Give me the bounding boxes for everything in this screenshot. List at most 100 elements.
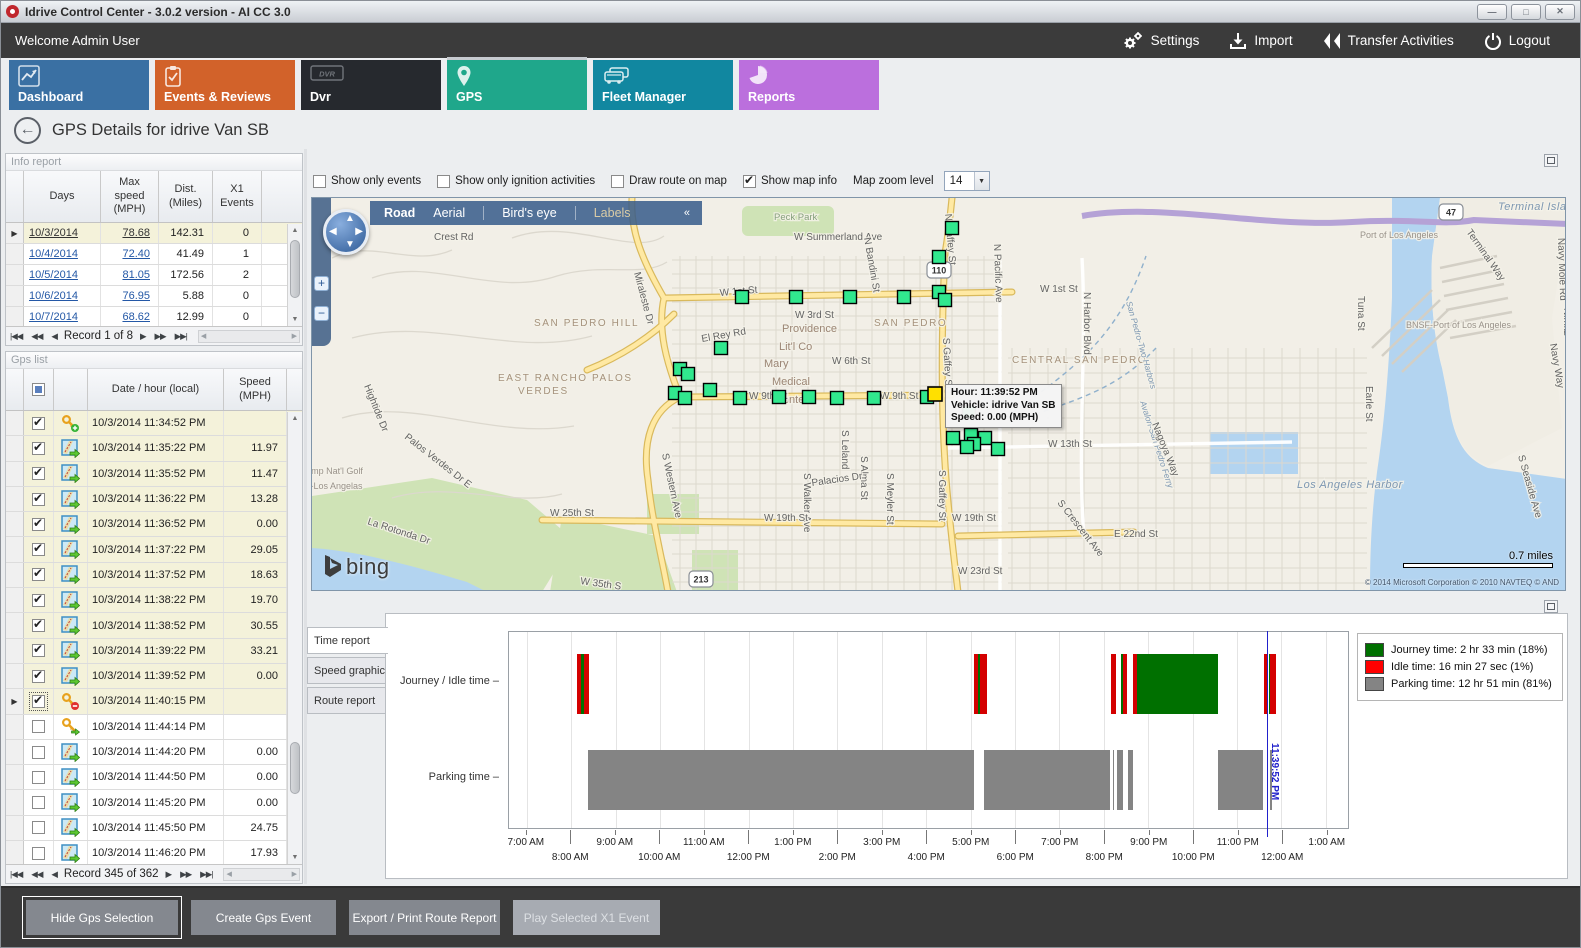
- gps-point-marker[interactable]: [842, 289, 858, 305]
- gps-row[interactable]: 10/3/2014 11:36:52 PM0.00: [6, 512, 302, 538]
- row-checkbox-box[interactable]: [32, 566, 45, 582]
- maximize-button[interactable]: □: [1511, 3, 1541, 20]
- pager-hscrollbar[interactable]: ◀ ▶: [223, 867, 300, 881]
- day-link[interactable]: 10/3/2014: [24, 223, 101, 243]
- pager-prev-button[interactable]: ◀: [51, 868, 58, 879]
- topbar-action-import[interactable]: Import: [1229, 31, 1293, 51]
- row-checkbox-box[interactable]: [32, 846, 45, 860]
- scroll-up-icon[interactable]: ▲: [291, 415, 299, 422]
- map-option-checkbox[interactable]: [742, 173, 756, 188]
- day-link[interactable]: 10/6/2014: [24, 286, 101, 306]
- max-speed-link[interactable]: 78.68: [101, 223, 159, 243]
- scroll-down-icon[interactable]: ▼: [291, 316, 299, 323]
- row-checkbox[interactable]: [24, 714, 54, 739]
- gps-point-marker[interactable]: [702, 382, 718, 398]
- gps-row[interactable]: 10/3/2014 11:44:20 PM 0.00: [6, 739, 302, 766]
- pager-first-button[interactable]: |◀◀: [10, 330, 23, 341]
- gps-point-marker[interactable]: [788, 289, 804, 305]
- row-checkbox[interactable]: [24, 411, 54, 436]
- info-report-scrollbar[interactable]: ▲ ▼: [287, 224, 302, 326]
- row-checkbox[interactable]: [24, 638, 54, 663]
- scrollbar-thumb[interactable]: [290, 240, 300, 298]
- map-option-1[interactable]: Show only events: [313, 174, 421, 188]
- report-tab-speed-graphic[interactable]: Speed graphic: [307, 657, 387, 684]
- max-speed-link[interactable]: 72.40: [101, 244, 159, 264]
- pager-next-button[interactable]: ▶: [139, 330, 147, 341]
- gps-point-marker[interactable]: [944, 220, 960, 236]
- gps-row[interactable]: ▶ 10/3/2014 11:40:15 PM: [6, 689, 302, 715]
- select-all-checkbox-box[interactable]: [32, 383, 45, 396]
- pan-right-icon[interactable]: ▶: [355, 226, 363, 237]
- tab-dvr[interactable]: DVR Dvr: [301, 60, 441, 110]
- pager-next-page-button[interactable]: ▶▶: [154, 330, 167, 341]
- gps-point-marker[interactable]: [931, 249, 947, 265]
- pan-down-icon[interactable]: ▼: [345, 239, 355, 250]
- row-checkbox[interactable]: [24, 739, 54, 765]
- row-checkbox-box[interactable]: [32, 720, 45, 734]
- panel-splitter[interactable]: [304, 149, 307, 884]
- table-row[interactable]: 10/7/2014 68.62 12.99 0: [6, 307, 302, 328]
- gps-point-marker[interactable]: [732, 390, 748, 406]
- row-checkbox[interactable]: [24, 461, 54, 486]
- gps-point-marker[interactable]: [937, 292, 953, 308]
- row-checkbox[interactable]: [24, 790, 54, 815]
- pager-next-page-button[interactable]: ▶▶: [180, 868, 192, 879]
- row-checkbox-box[interactable]: [32, 541, 45, 557]
- report-tab-route-report[interactable]: Route report: [307, 687, 387, 714]
- gps-row[interactable]: 10/3/2014 11:46:20 PM 17.93: [6, 841, 302, 864]
- tab-fleet[interactable]: Fleet Manager: [593, 60, 733, 110]
- row-checkbox[interactable]: [24, 613, 54, 638]
- row-checkbox-box[interactable]: [32, 821, 45, 835]
- select-all-checkbox[interactable]: [24, 369, 54, 410]
- row-checkbox[interactable]: [24, 512, 54, 537]
- row-checkbox-box[interactable]: [32, 592, 45, 607]
- max-speed-link[interactable]: 81.05: [101, 265, 159, 285]
- day-link[interactable]: 10/4/2014: [24, 244, 101, 264]
- row-checkbox-box[interactable]: [32, 440, 45, 455]
- row-checkbox-box[interactable]: [32, 745, 45, 759]
- row-checkbox-box[interactable]: [32, 516, 45, 531]
- gps-point-marker[interactable]: [734, 289, 750, 305]
- collapse-chart-panel-button[interactable]: [1544, 600, 1558, 613]
- footer-button-create-gps-event[interactable]: Create Gps Event: [191, 900, 336, 935]
- gps-row[interactable]: 10/3/2014 11:44:50 PM 0.00: [6, 765, 302, 791]
- row-checkbox[interactable]: [24, 436, 54, 461]
- row-checkbox[interactable]: [24, 815, 54, 841]
- row-checkbox-box[interactable]: [29, 691, 48, 711]
- gps-point-marker[interactable]: [866, 390, 882, 406]
- gps-list-scrollbar[interactable]: ▲ ▼: [287, 412, 302, 864]
- gps-point-marker[interactable]: [771, 389, 787, 405]
- pager-last-button[interactable]: ▶▶|: [174, 330, 188, 341]
- map-canvas[interactable]: Crest Rd W Summerland Ave Peck Park Mirales…: [311, 197, 1566, 591]
- row-checkbox-box[interactable]: [32, 465, 45, 481]
- gps-point-marker[interactable]: [959, 439, 975, 455]
- pager-prev-page-button[interactable]: ◀◀: [31, 868, 43, 879]
- tab-dashboard[interactable]: Dashboard: [9, 60, 149, 110]
- map-zoom-in-button[interactable]: +: [314, 276, 329, 291]
- pager-prev-page-button[interactable]: ◀◀: [31, 330, 43, 341]
- pan-left-icon[interactable]: ◀: [329, 226, 337, 237]
- table-row[interactable]: 10/4/2014 72.40 41.49 1: [6, 244, 302, 265]
- topbar-action-transfer[interactable]: Transfer Activities: [1323, 31, 1454, 51]
- footer-button-play-selected-x1-event[interactable]: Play Selected X1 Event: [513, 900, 660, 935]
- gps-point-marker[interactable]: [896, 289, 912, 305]
- pan-up-icon[interactable]: ▲: [345, 213, 355, 224]
- pager-last-button[interactable]: ▶▶|: [200, 868, 213, 879]
- gps-point-marker[interactable]: [829, 390, 845, 406]
- map-option-checkbox[interactable]: [611, 174, 625, 188]
- scroll-down-icon[interactable]: ▼: [291, 854, 299, 861]
- selected-gps-point-marker[interactable]: [927, 386, 943, 402]
- row-checkbox-box[interactable]: [32, 770, 45, 784]
- tab-gps[interactable]: GPS: [447, 60, 587, 110]
- map-type-road[interactable]: Road: [384, 206, 416, 220]
- gps-row[interactable]: 10/3/2014 11:45:50 PM 24.75: [6, 815, 302, 842]
- topbar-action-logout[interactable]: Logout: [1484, 31, 1550, 51]
- report-tab-time-report[interactable]: Time report: [307, 627, 388, 654]
- gps-point-marker[interactable]: [801, 389, 817, 405]
- footer-button-hide-gps-selection[interactable]: Hide Gps Selection: [22, 896, 182, 939]
